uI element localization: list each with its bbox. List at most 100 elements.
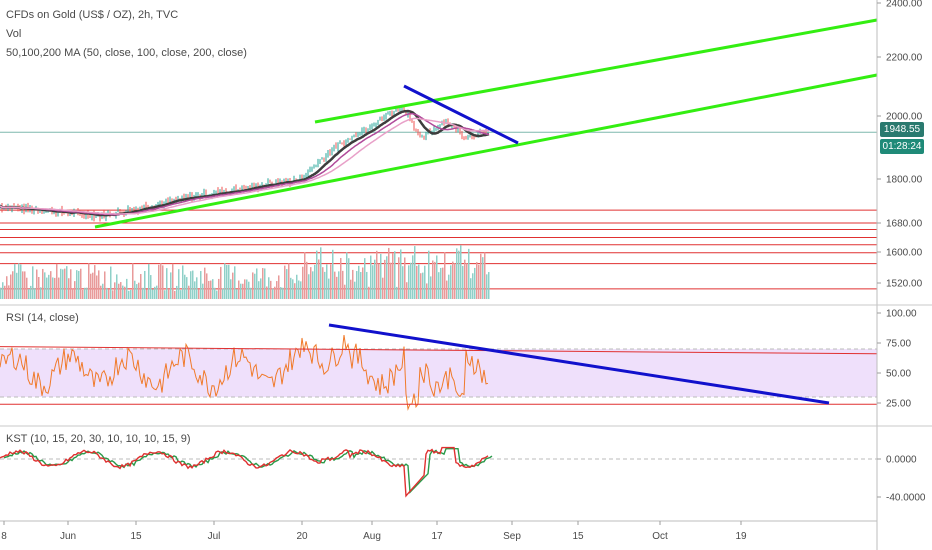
ma-legend[interactable]: 50,100,200 MA (50, close, 100, close, 20…	[6, 47, 247, 59]
volume-bar	[330, 264, 332, 299]
volume-bar	[258, 281, 260, 299]
volume-bar	[242, 283, 244, 299]
volume-bar	[374, 259, 376, 299]
volume-legend[interactable]: Vol	[6, 28, 22, 40]
volume-bar	[424, 265, 426, 299]
volume-bar	[254, 273, 256, 299]
volume-bar	[52, 277, 54, 299]
kst-axis[interactable]: 0.0000 -40.0000	[877, 455, 926, 504]
volume-bar	[202, 283, 204, 299]
price-axis[interactable]: 2400.00 2200.00 2000.00 1800.00 1680.00 1600.…	[877, 0, 923, 290]
volume-bar	[154, 286, 156, 299]
rsi-legend[interactable]: RSI (14, close)	[6, 312, 79, 324]
volume-bar	[352, 269, 354, 299]
volume-bar	[184, 274, 186, 299]
volume-bar	[172, 263, 174, 299]
ma-200-line	[0, 117, 489, 215]
volume-bar	[392, 253, 394, 299]
volume-bar	[428, 250, 430, 299]
volume-bar	[192, 270, 194, 299]
volume-bar	[186, 277, 188, 299]
kst-legend[interactable]: KST (10, 15, 20, 30, 10, 10, 10, 15, 9)	[6, 433, 191, 445]
volume-bar	[380, 253, 382, 299]
volume-bar	[362, 267, 364, 299]
volume-bar	[252, 272, 254, 299]
volume-bar	[234, 266, 236, 299]
volume-bar	[310, 267, 312, 299]
volume-bar	[322, 267, 324, 299]
kst-tick-label: 0.0000	[886, 455, 917, 466]
volume-bar	[304, 251, 306, 299]
volume-bar	[244, 279, 246, 299]
price-tick-label: 1800.00	[886, 175, 923, 186]
volume-bar	[248, 281, 250, 299]
volume-bar	[140, 274, 142, 299]
volume-bar	[222, 288, 224, 299]
volume-bar	[448, 274, 450, 299]
volume-bar	[390, 262, 392, 299]
price-tick-label: 2200.00	[886, 53, 923, 64]
volume-bar	[360, 272, 362, 299]
volume-bar	[164, 290, 166, 299]
time-axis[interactable]: 8 Jun 15 Jul 20 Aug 17 Sep 15 Oct 19	[1, 521, 747, 542]
volume-bar	[32, 266, 34, 299]
volume-bar	[152, 289, 154, 299]
volume-bar	[236, 289, 238, 299]
volume-bar	[36, 269, 38, 299]
volume-bar	[384, 259, 386, 299]
rsi-axis[interactable]: 100.00 75.00 50.00 25.00	[877, 309, 917, 410]
lower-channel-line	[94, 73, 878, 229]
volume-bar	[316, 250, 318, 299]
volume-bar	[416, 265, 418, 299]
rsi-tick-label: 25.00	[886, 399, 911, 410]
volume-bar	[366, 271, 368, 299]
volume-bar	[484, 252, 486, 299]
volume-bar	[92, 272, 94, 299]
volume-bar	[86, 287, 88, 299]
volume-bar	[250, 287, 252, 299]
volume-bar	[274, 286, 276, 299]
volume-bar	[144, 270, 146, 299]
upper-channel-line	[314, 18, 878, 124]
rsi-resistance-line	[0, 346, 878, 355]
volume-bar	[94, 265, 96, 299]
volume-bar	[488, 272, 490, 299]
volume-bar	[114, 282, 116, 299]
volume-bar	[282, 287, 284, 299]
volume-bar	[314, 264, 316, 299]
volume-bar	[328, 278, 330, 299]
volume-bar	[214, 287, 216, 299]
volume-bar	[58, 277, 60, 299]
volume-bar	[420, 273, 422, 299]
volume-bar	[118, 283, 120, 299]
volume-bar	[466, 263, 468, 299]
volume-bar	[216, 290, 218, 299]
volume-bar	[440, 267, 442, 299]
time-tick-label: Jun	[60, 531, 76, 542]
volume-bar	[200, 271, 202, 299]
volume-bar	[406, 282, 408, 299]
volume-bar	[176, 285, 178, 299]
volume-bar	[422, 272, 424, 299]
volume-bar	[238, 280, 240, 299]
volume-bar	[470, 278, 472, 299]
volume-bar	[340, 258, 342, 299]
volume-bar	[166, 268, 168, 299]
volume-bar	[450, 265, 452, 299]
volume-bar	[4, 285, 6, 299]
volume-bar	[88, 263, 90, 299]
kst-pane[interactable]	[0, 446, 877, 498]
volume-bar	[228, 264, 230, 299]
volume-bar	[226, 264, 228, 299]
volume-bar	[62, 269, 64, 299]
rsi-pane[interactable]	[0, 323, 878, 411]
price-pane[interactable]	[0, 18, 878, 299]
volume-bar	[372, 265, 374, 299]
volume-bar	[270, 280, 272, 299]
volume-bar	[194, 281, 196, 299]
volume-bar	[76, 270, 78, 299]
chart-legend-title[interactable]: CFDs on Gold (US$ / OZ), 2h, TVC	[6, 9, 179, 21]
volume-bar	[336, 276, 338, 299]
volume-bar	[358, 265, 360, 299]
